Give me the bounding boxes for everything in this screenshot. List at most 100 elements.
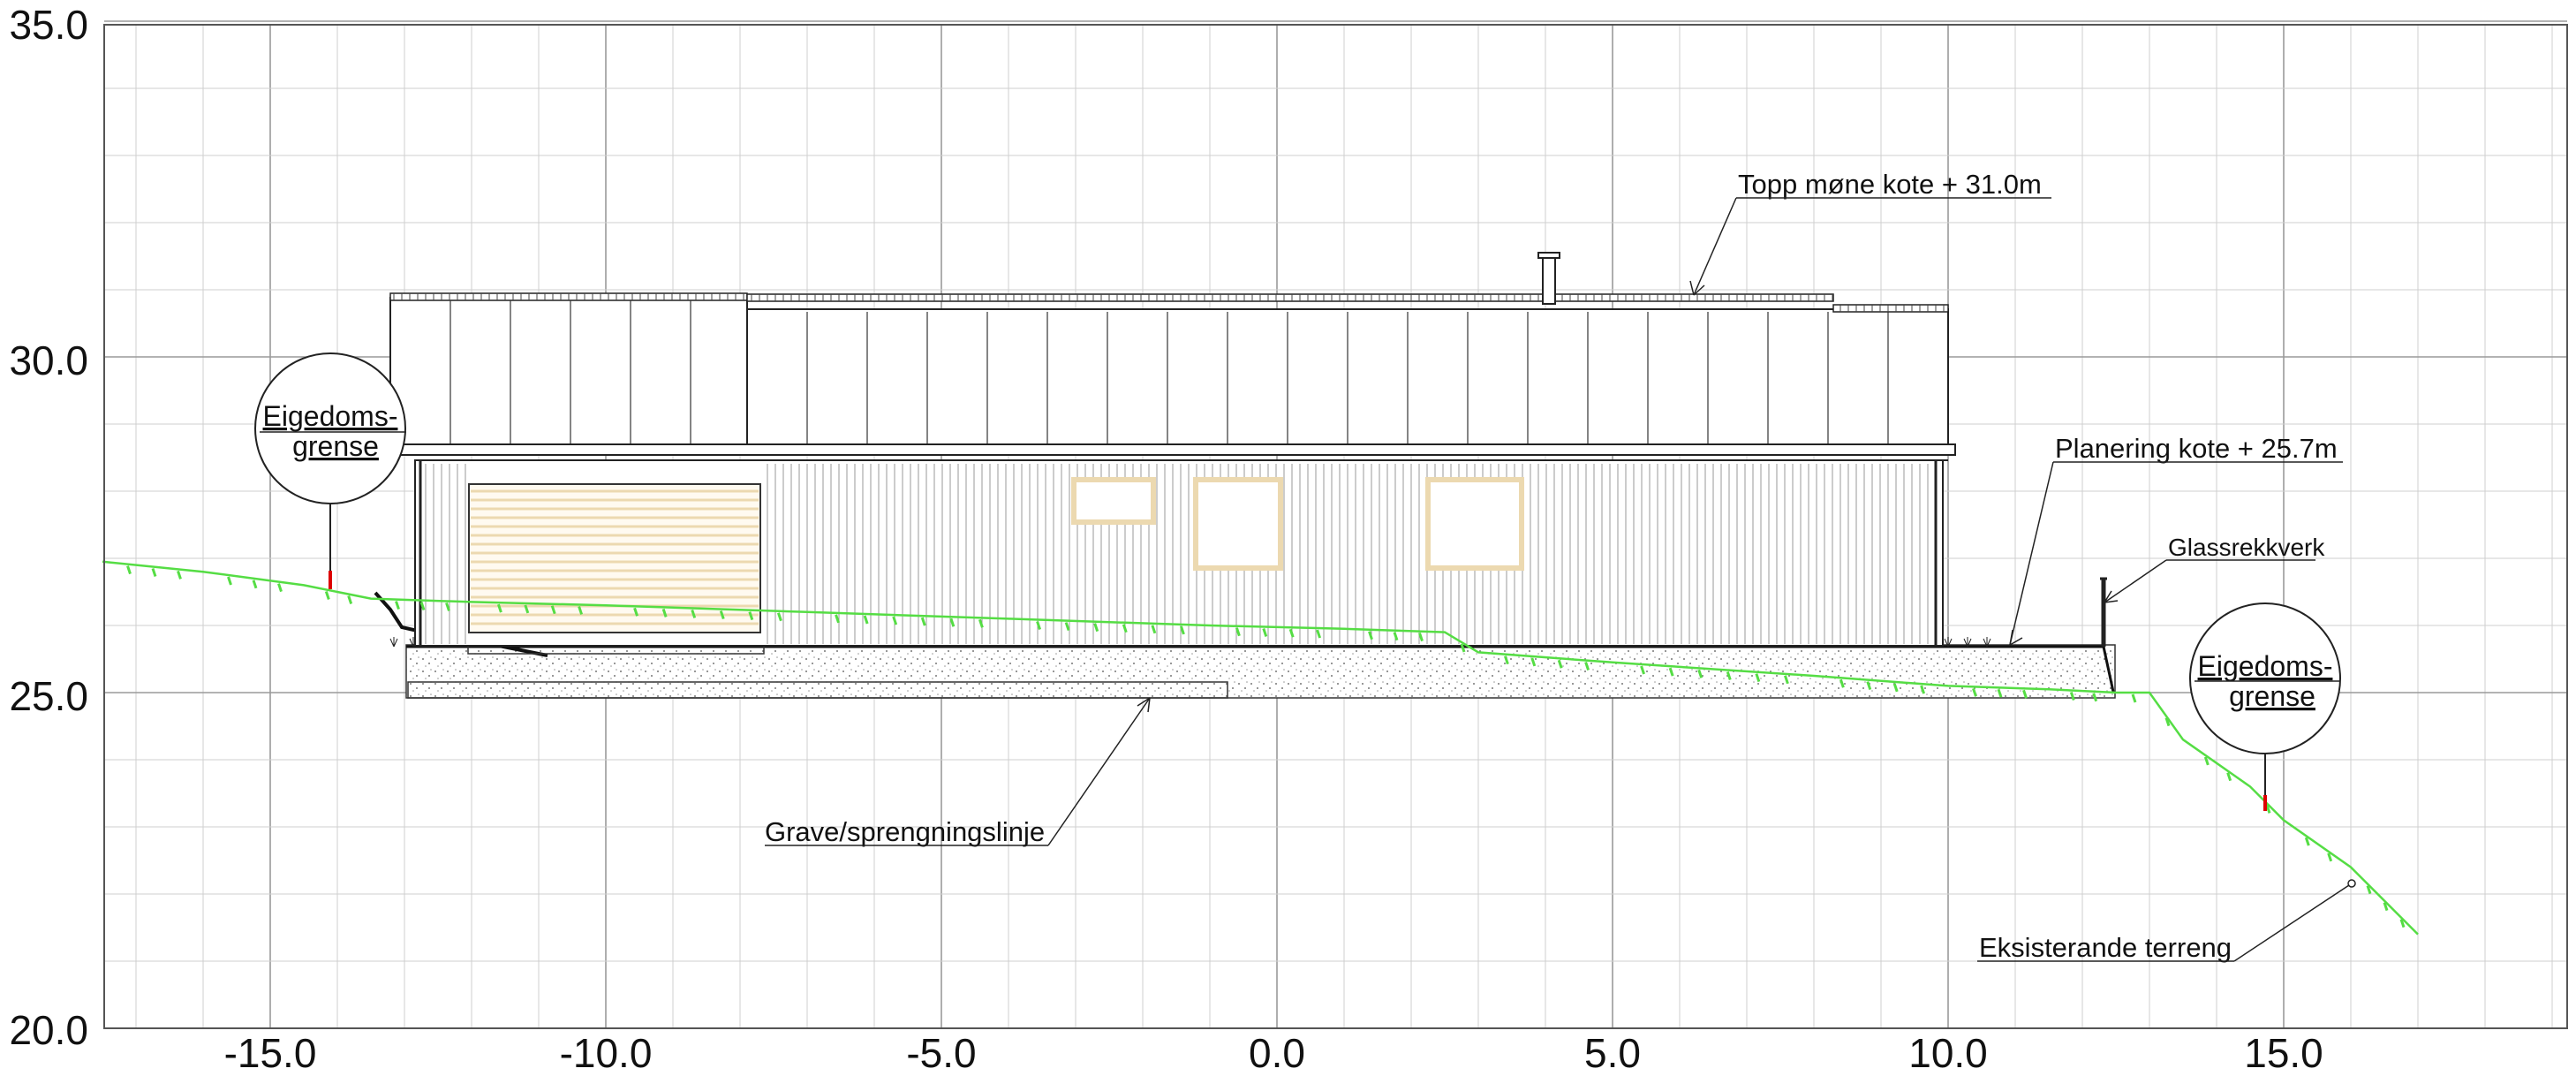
terrain-hatch (177, 570, 182, 580)
terrain-hatch (1316, 629, 1322, 639)
terrain-hatch (1557, 659, 1563, 669)
axis-tick-labels: -15.0 -10.0 -5.0 0.0 5.0 10.0 15.0 35.0 … (9, 2, 2323, 1076)
terrain-hatch (524, 604, 530, 614)
x-tick-label: -10.0 (560, 1030, 653, 1076)
ridge-label: Topp møne kote + 31.0m (1738, 169, 2042, 200)
callout-arrow (2104, 590, 2119, 603)
grass-tuft (389, 637, 398, 648)
terrain-hatch (2327, 852, 2333, 862)
terrain-point (2347, 879, 2356, 888)
chimney (1542, 254, 1556, 305)
house-elevation (389, 252, 1956, 647)
terrain-hatch (691, 609, 697, 618)
roof-left (389, 297, 748, 447)
marker-text-line2: grense (2229, 680, 2315, 712)
callout-leader (2009, 461, 2054, 646)
marker-text-line1: Eigedoms- (263, 400, 398, 432)
callout-arrow (1137, 697, 1151, 713)
terrain-hatch (252, 580, 258, 589)
chimney-cap (1537, 252, 1560, 259)
terrain-hatch (496, 603, 502, 613)
terrain-hatch (2092, 693, 2098, 702)
terrain-hatch (1839, 678, 1845, 688)
terrain-hatch (2366, 885, 2372, 895)
property-marker-right: Eigedoms- grense (2189, 602, 2341, 811)
terrain-hatch (1668, 667, 1674, 677)
terrain-hatch (1584, 662, 1590, 671)
terrain-hatch (1064, 622, 1070, 632)
terrain-hatch (892, 616, 898, 625)
terrain-hatch (1640, 665, 1645, 675)
terrain-hatch (1262, 628, 1268, 637)
terrain-hatch (578, 605, 584, 615)
terrain-hatch (1460, 643, 1466, 653)
terrain-hatch (1997, 688, 2003, 698)
garage-door-slats (471, 489, 759, 625)
terrain-hatch (227, 576, 232, 586)
terrain-hatch (978, 618, 984, 628)
terrain-hatch (2226, 772, 2232, 782)
terrain-hatch (2383, 902, 2389, 912)
grass-tuft (1944, 637, 1953, 648)
grass-tuft (1963, 637, 1972, 648)
property-marker-left: Eigedoms- grense (254, 352, 406, 589)
grave-label: Grave/sprengningslinje (765, 816, 1045, 847)
terrain-hatch (1755, 673, 1761, 683)
terrain-label: Eksisterande terreng (1979, 932, 2232, 963)
terrain-hatch (1866, 681, 1872, 691)
terrain-hatch (1892, 683, 1899, 693)
marker-text-line1: Eigedoms- (2198, 650, 2333, 682)
glass-railing (2100, 577, 2107, 647)
retaining-edge (2102, 646, 2115, 693)
terrain-hatch (1920, 685, 1926, 694)
terrain-hatch (324, 590, 330, 600)
terrain-hatch (2022, 689, 2028, 699)
callout-grave: Grave/sprengningslinje (765, 697, 1151, 847)
terrain-hatch (126, 565, 132, 575)
callout-terrain: Eksisterande terreng (1977, 879, 2356, 963)
terrain-hatch (920, 617, 926, 626)
terrain-hatch (2203, 756, 2210, 766)
terrain-hatch (1122, 624, 1128, 633)
callout-leader (2104, 559, 2167, 603)
callout-arrow (2009, 629, 2023, 646)
terrain-hatch (1972, 687, 1977, 697)
fascia (389, 443, 1956, 456)
terrain-hatch (347, 595, 353, 605)
x-tick-label: 15.0 (2244, 1030, 2323, 1076)
terrain-hatch (1180, 625, 1185, 635)
terrain-hatch (2399, 919, 2406, 928)
terrain-hatch (1784, 675, 1789, 685)
y-tick-label: 35.0 (9, 2, 88, 48)
terrain-hatch (719, 610, 725, 620)
callout-leader (2233, 884, 2350, 962)
glassrekkverk-label: Glassrekkverk (2168, 534, 2325, 561)
window (1193, 477, 1283, 571)
terrain-hatch (748, 611, 754, 621)
terrain-hatch (1235, 627, 1241, 637)
terrain-hatch (863, 615, 869, 625)
terrain-hatch (1418, 633, 1424, 642)
terrain-hatch (2069, 691, 2075, 701)
x-tick-label: 0.0 (1249, 1030, 1305, 1076)
plot-frame (103, 24, 2568, 1029)
roof-ribs (393, 293, 1945, 444)
terrain-line (102, 560, 2419, 936)
terrain-hatch (1288, 628, 1295, 638)
window (1071, 477, 1156, 525)
x-tick-label: 5.0 (1584, 1030, 1641, 1076)
terrain-hatch (1093, 623, 1099, 633)
terrain-hatch (2131, 693, 2137, 703)
callout-leader (1693, 197, 1737, 296)
terrain-hatch (395, 601, 400, 610)
terrain-hatch (1151, 625, 1157, 634)
x-tick-label: -5.0 (906, 1030, 976, 1076)
callout-leader (1047, 697, 1151, 846)
terrain-hatch (1036, 621, 1041, 630)
terrain-hatch (277, 583, 283, 593)
terrain-hatch (1697, 669, 1703, 678)
y-tick-label: 25.0 (9, 673, 88, 719)
terrain-hatch (835, 614, 840, 624)
terrain-hatch (151, 568, 157, 577)
